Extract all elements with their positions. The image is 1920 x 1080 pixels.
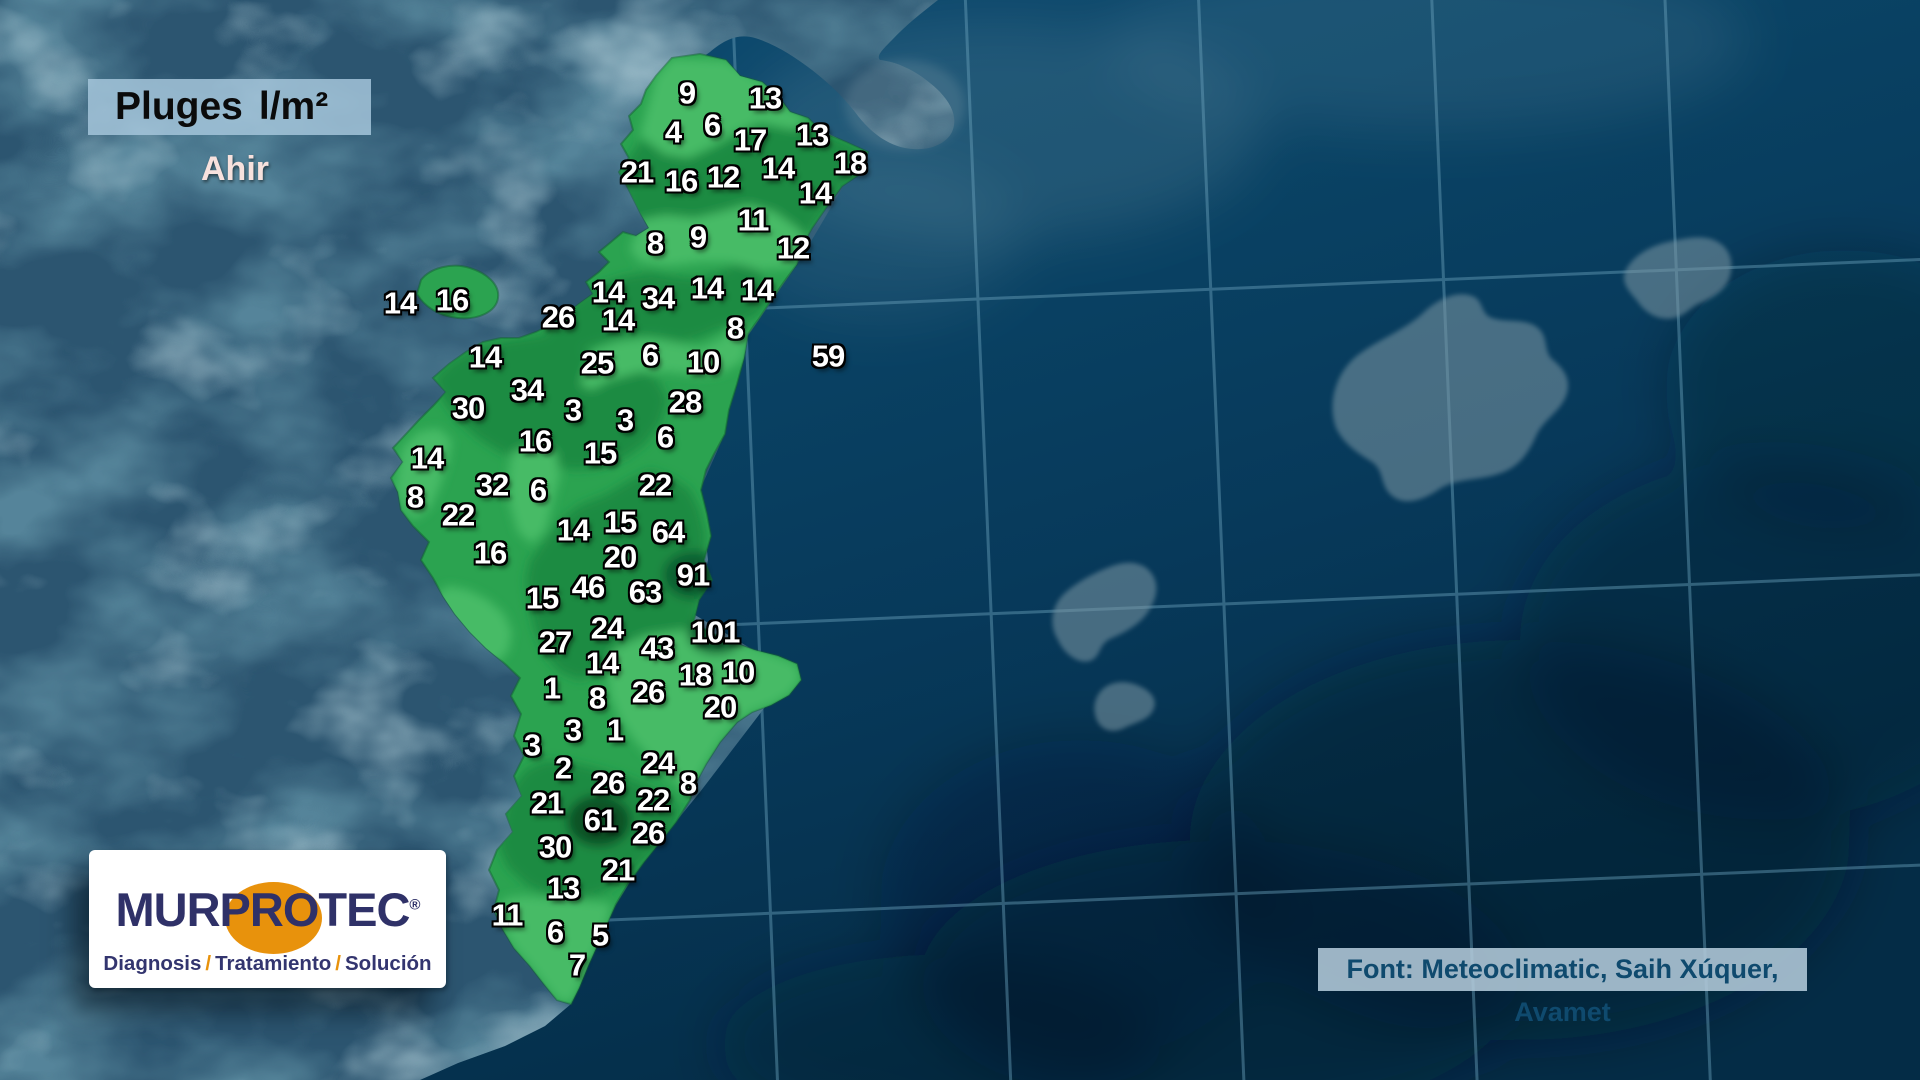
formentera-island [1094,682,1155,731]
logo-tagline: Diagnosis / Tratamiento / Solución [89,952,446,976]
tagline-word: Tratamiento [215,952,332,975]
menorca-island [1624,237,1732,319]
tagline-word: Solución [345,952,432,975]
logo-brand: MURPROTEC® [89,886,446,933]
tagline-slash: / [335,952,341,975]
mallorca-island [1332,294,1569,502]
tagline-word: Diagnosis [103,952,202,975]
tagline-slash: / [205,952,212,975]
sponsor-logo-box: MURPROTEC® Diagnosis / Tratamiento / Solució… [89,850,446,988]
valencia-region [389,52,870,1006]
ibiza-island [1052,562,1157,662]
logo-orange-ellipse [225,882,322,954]
registered-mark: ® [409,896,420,914]
exclave [415,264,500,320]
attribution: Font: Meteoclimatic, Saih Xúquer, Avamet [1318,948,1807,1027]
legend-title: Pluges [115,85,243,128]
legend-box: Pluges l/m² [88,79,371,135]
logo-brand-text: MURPROTEC [115,883,411,936]
balearic-islands [1052,237,1732,731]
legend-unit: l/m² [258,85,329,128]
legend-period: Ahir [201,150,269,188]
